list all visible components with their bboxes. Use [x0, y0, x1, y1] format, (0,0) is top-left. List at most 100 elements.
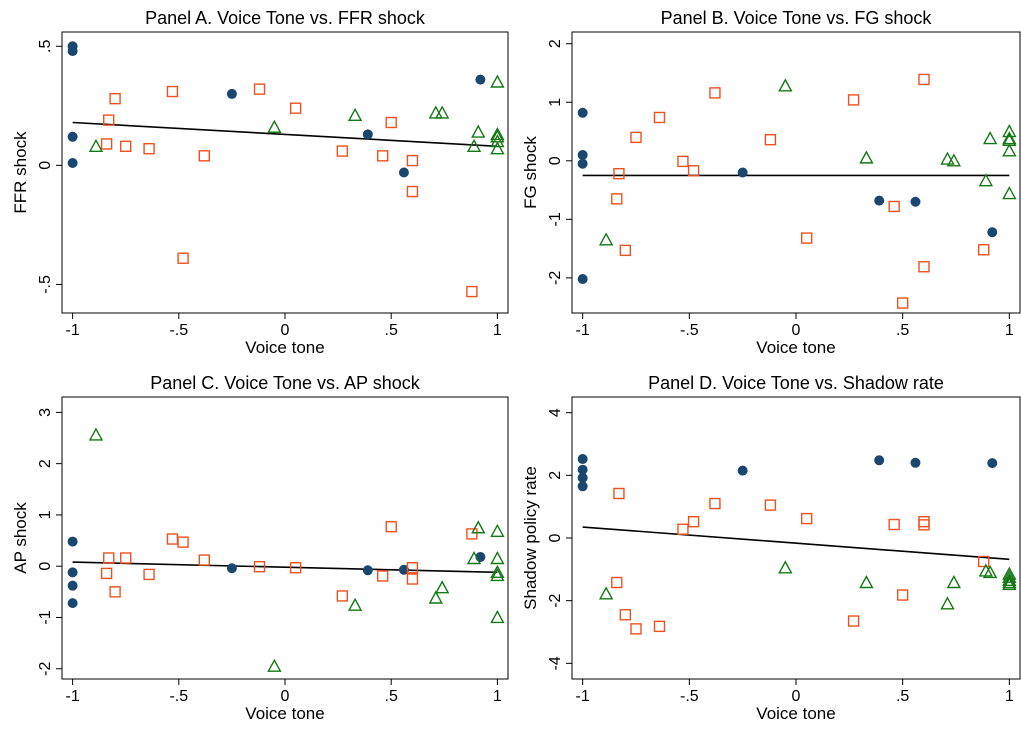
square-point — [166, 533, 179, 545]
square-point — [120, 552, 132, 564]
square-point — [406, 185, 419, 198]
triangle-point — [471, 520, 486, 534]
x-axis-label: Voice tone — [245, 338, 324, 357]
fit-line — [72, 561, 498, 574]
triangle-point — [978, 173, 994, 187]
triangle-point — [940, 151, 955, 165]
circle-point — [577, 481, 588, 492]
x-axis-label: Voice tone — [756, 704, 835, 723]
triangle-point — [428, 105, 443, 119]
circle-point — [577, 454, 588, 465]
x-tick-label: -1 — [576, 322, 590, 339]
x-tick-label: 0 — [281, 688, 290, 705]
triangle-point — [1002, 572, 1017, 586]
square-point — [611, 193, 623, 205]
x-tick-label: .5 — [385, 688, 398, 705]
square-point — [888, 518, 900, 531]
square-point — [619, 609, 632, 621]
triangle-point — [778, 560, 793, 574]
square-point — [198, 150, 210, 162]
x-tick-label: -1 — [576, 688, 590, 705]
x-tick-label: 1 — [1005, 322, 1014, 339]
square-point — [687, 165, 700, 177]
square-point — [677, 523, 689, 535]
square-point — [918, 516, 930, 528]
y-tick-label: 0 — [547, 533, 564, 542]
circle-point — [475, 74, 486, 85]
square-point — [385, 521, 397, 533]
y-tick-label: -.5 — [37, 275, 54, 294]
y-tick-label: .5 — [37, 40, 54, 53]
plot-frame — [571, 31, 1021, 314]
x-tick-label: 0 — [281, 322, 290, 339]
triangle-point — [88, 427, 104, 441]
square-point — [177, 536, 189, 548]
square-point — [198, 554, 210, 566]
square-point — [888, 200, 900, 213]
square-point — [677, 155, 689, 168]
square-point — [109, 92, 121, 105]
plot-frame — [571, 396, 1021, 680]
square-point — [289, 562, 302, 574]
y-tick-label: 1 — [547, 98, 564, 107]
square-point — [406, 154, 419, 167]
panel-title: Panel A. Voice Tone vs. FFR shock — [145, 8, 426, 28]
circle-point — [577, 149, 588, 160]
panel-title: Panel B. Voice Tone vs. FG shock — [661, 8, 933, 28]
triangle-point — [490, 564, 505, 579]
triangle-point — [471, 124, 486, 138]
plot-frame — [61, 396, 509, 680]
panel-c: Panel C. Voice Tone vs. AP shock -1 -.5 0 .5… — [11, 373, 509, 723]
triangle-point — [434, 105, 450, 119]
y-axis-label: AP shock — [11, 502, 30, 574]
circle-point — [67, 536, 78, 547]
square-point — [847, 615, 860, 627]
panel-title: Panel C. Voice Tone vs. AP shock — [150, 373, 420, 393]
triangle-point — [1002, 569, 1017, 583]
x-tick-label: 1 — [493, 322, 502, 339]
triangle-point — [859, 575, 874, 589]
square-point — [611, 576, 623, 589]
y-tick-label: 4 — [547, 408, 564, 417]
y-tick-label: 0 — [37, 161, 54, 170]
triangle-point — [347, 107, 363, 122]
triangle-point — [1002, 124, 1017, 138]
triangle-point — [1002, 143, 1017, 157]
square-point — [166, 85, 179, 98]
triangle-point — [946, 575, 962, 589]
x-tick-label: 1 — [493, 688, 502, 705]
square-point — [376, 150, 389, 162]
y-tick-label: -2 — [547, 593, 564, 607]
y-tick-label: -4 — [547, 656, 564, 670]
y-axis-label: FG shock — [521, 136, 540, 209]
triangle-point — [490, 551, 505, 565]
circle-point — [874, 195, 885, 206]
panel-a: Panel A. Voice Tone vs. FFR shock -1 -.5 0.… — [11, 8, 509, 357]
square-point — [847, 94, 860, 106]
square-point — [978, 244, 990, 256]
x-axis-label: Voice tone — [245, 704, 324, 723]
circle-point — [67, 567, 78, 578]
square-point — [406, 573, 419, 585]
triangle-point — [88, 138, 104, 153]
x-tick-label: .5 — [896, 688, 909, 705]
square-point — [143, 142, 155, 155]
square-point — [289, 102, 302, 114]
circle-point — [362, 565, 373, 576]
square-point — [800, 232, 813, 244]
square-point — [466, 528, 478, 540]
square-point — [253, 83, 266, 95]
square-point — [385, 116, 397, 129]
square-point — [336, 145, 349, 157]
square-point — [918, 519, 930, 531]
fit-line — [72, 121, 498, 148]
x-tick-label: -.5 — [169, 688, 188, 705]
circle-point — [398, 167, 409, 178]
triangle-point — [490, 126, 505, 141]
triangle-point — [778, 78, 793, 92]
square-point — [896, 297, 909, 309]
circle-point — [67, 131, 78, 142]
square-point — [406, 562, 419, 574]
triangle-point — [466, 138, 482, 153]
x-tick-label: .5 — [385, 322, 398, 339]
